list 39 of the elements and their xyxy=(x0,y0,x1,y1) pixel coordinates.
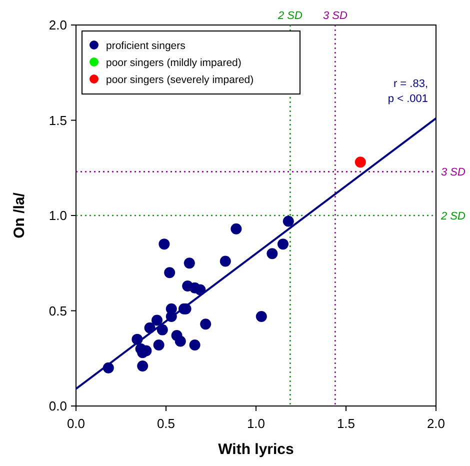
point xyxy=(152,314,162,326)
ref-line-label: 2 SD xyxy=(276,10,302,22)
point xyxy=(158,238,170,250)
point xyxy=(153,340,164,351)
point xyxy=(278,238,288,250)
y-tick-label: 0.5 xyxy=(48,303,67,318)
x-tick-label: 1.0 xyxy=(246,416,266,431)
point xyxy=(220,256,231,267)
legend-label: proficient singers xyxy=(106,40,186,52)
point xyxy=(189,340,200,351)
point xyxy=(164,267,176,278)
ref-line-label: 3 SD xyxy=(322,10,348,22)
x-tick-label: 0.5 xyxy=(156,416,176,431)
y-axis-title: On /la/ xyxy=(11,192,28,238)
y-tick-label: 1.0 xyxy=(48,208,67,223)
point xyxy=(266,248,278,260)
x-tick-label: 2.0 xyxy=(426,416,446,431)
legend-label: poor singers (mildly impared) xyxy=(106,57,242,69)
x-axis-title: With lyrics xyxy=(218,441,294,458)
point xyxy=(256,310,267,322)
annotation: p < .001 xyxy=(388,93,428,105)
x-tick-label: 1.5 xyxy=(336,416,356,431)
point xyxy=(354,156,366,168)
point xyxy=(137,360,148,372)
legend-label: poor singers (severely impared) xyxy=(106,74,254,86)
y-tick-label: 2.0 xyxy=(48,18,67,32)
point xyxy=(230,223,242,234)
point xyxy=(282,216,294,227)
ref-line-label: 3 SD xyxy=(441,166,466,179)
point xyxy=(166,303,177,314)
annotation: r = .83, xyxy=(393,78,428,90)
ref-line-label: 2 SD xyxy=(440,210,466,222)
point xyxy=(156,324,168,336)
point xyxy=(174,336,186,347)
y-tick-label: 1.5 xyxy=(48,112,67,128)
point xyxy=(200,318,212,330)
point xyxy=(184,258,195,269)
x-tick-label: 0.0 xyxy=(66,416,86,431)
y-tick-label: 0.0 xyxy=(48,398,67,414)
